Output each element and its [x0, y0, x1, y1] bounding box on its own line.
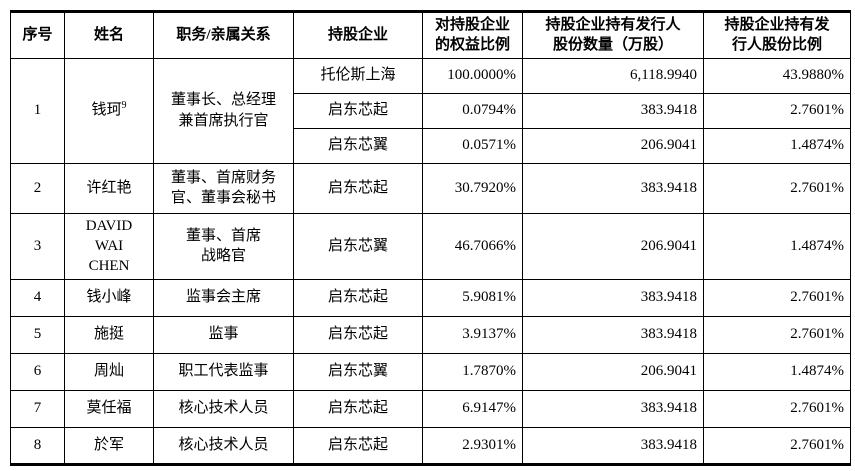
- header-serial: 序号: [10, 11, 65, 59]
- cell-enterprise: 启东芯起: [293, 162, 423, 214]
- cell-name: 许红艳: [64, 162, 154, 214]
- cell-serial: 5: [10, 315, 65, 354]
- cell-serial: 1: [10, 57, 65, 164]
- shareholding-table: 序号 姓名 职务/亲属关系 持股企业 对持股企业 的权益比例 持股企业持有发行人…: [10, 10, 851, 466]
- header-enterprise: 持股企业: [293, 11, 423, 59]
- table-row: 启东芯起 0.0794% 383.9418 2.7601%: [11, 92, 851, 129]
- cell-name: 施挺: [64, 315, 154, 354]
- cell-enterprise: 启东芯起: [293, 315, 423, 354]
- cell-enterprise: 托伦斯上海: [293, 57, 423, 94]
- cell-position: 董事、首席财务 官、董事会秘书: [153, 162, 294, 214]
- cell-position: 监事会主席: [153, 278, 294, 317]
- table-row: 5 施挺 监事 启东芯起 3.9137% 383.9418 2.7601%: [10, 315, 851, 354]
- table-row: 4 钱小峰 监事会主席 启东芯起 5.9081% 383.9418 2.7601…: [10, 278, 851, 317]
- cell-equity-ratio: 2.9301%: [422, 426, 523, 465]
- header-share-count: 持股企业持有发行人 股份数量（万股）: [522, 11, 704, 59]
- cell-name: 於军: [64, 426, 154, 465]
- cell-equity-ratio: 46.7066%: [422, 212, 523, 280]
- cell-position: 核心技术人员: [153, 426, 294, 465]
- cell-position: 核心技术人员: [153, 389, 294, 428]
- cell-position: 董事长、总经理 兼首席执行官: [153, 57, 294, 164]
- cell-share-ratio: 2.7601%: [703, 278, 851, 317]
- cell-share-count: 383.9418: [522, 426, 704, 465]
- cell-share-ratio: 1.4874%: [703, 127, 851, 164]
- cell-enterprise: 启东芯翼: [293, 212, 423, 280]
- cell-share-count: 6,118.9940: [522, 57, 704, 94]
- cell-share-count: 383.9418: [522, 315, 704, 354]
- cell-name: 钱珂9: [64, 57, 154, 164]
- footnote-marker: 9: [121, 100, 127, 112]
- person-name: 钱珂: [91, 102, 122, 119]
- cell-equity-ratio: 5.9081%: [422, 278, 523, 317]
- cell-serial: 6: [10, 352, 65, 391]
- table-row: 8 於军 核心技术人员 启东芯起 2.9301% 383.9418 2.7601…: [10, 426, 851, 465]
- header-position: 职务/亲属关系: [153, 11, 294, 59]
- cell-share-ratio: 2.7601%: [703, 315, 851, 354]
- cell-share-ratio: 2.7601%: [703, 426, 851, 465]
- cell-enterprise: 启东芯起: [293, 92, 423, 129]
- table-row: 7 莫任福 核心技术人员 启东芯起 6.9147% 383.9418 2.760…: [10, 389, 851, 428]
- cell-position: 董事、首席 战略官: [153, 212, 294, 280]
- table-row: 6 周灿 职工代表监事 启东芯翼 1.7870% 206.9041 1.4874…: [10, 352, 851, 391]
- header-equity-ratio: 对持股企业 的权益比例: [422, 11, 523, 59]
- cell-share-ratio: 1.4874%: [703, 212, 851, 280]
- table-row: 3 DAVID WAI CHEN 董事、首席 战略官 启东芯翼 46.7066%…: [10, 212, 851, 280]
- cell-enterprise: 启东芯翼: [293, 352, 423, 391]
- cell-share-ratio: 43.9880%: [703, 57, 851, 94]
- cell-share-count: 383.9418: [522, 278, 704, 317]
- cell-name: 莫任福: [64, 389, 154, 428]
- cell-share-count: 383.9418: [522, 92, 704, 129]
- cell-share-ratio: 2.7601%: [703, 389, 851, 428]
- cell-position: 职工代表监事: [153, 352, 294, 391]
- table-row: 1 钱珂9 董事长、总经理 兼首席执行官 托伦斯上海 100.0000% 6,1…: [10, 57, 851, 164]
- cell-serial: 3: [10, 212, 65, 280]
- cell-equity-ratio: 100.0000%: [422, 57, 523, 94]
- cell-share-count: 206.9041: [522, 212, 704, 280]
- cell-share-ratio: 1.4874%: [703, 352, 851, 391]
- cell-share-count: 206.9041: [522, 352, 704, 391]
- table-header-row: 序号 姓名 职务/亲属关系 持股企业 对持股企业 的权益比例 持股企业持有发行人…: [10, 11, 851, 59]
- cell-position: 监事: [153, 315, 294, 354]
- cell-enterprise: 启东芯起: [293, 278, 423, 317]
- cell-name: DAVID WAI CHEN: [64, 212, 154, 280]
- cell-equity-ratio: 1.7870%: [422, 352, 523, 391]
- cell-equity-ratio: 3.9137%: [422, 315, 523, 354]
- table-row: 2 许红艳 董事、首席财务 官、董事会秘书 启东芯起 30.7920% 383.…: [10, 162, 851, 214]
- cell-enterprise: 启东芯起: [293, 426, 423, 465]
- cell-equity-ratio: 30.7920%: [422, 162, 523, 214]
- cell-serial: 8: [10, 426, 65, 465]
- cell-enterprise: 启东芯起: [293, 389, 423, 428]
- table-row: 启东芯翼 0.0571% 206.9041 1.4874%: [11, 127, 851, 164]
- cell-equity-ratio: 0.0571%: [422, 127, 523, 164]
- cell-serial: 2: [10, 162, 65, 214]
- cell-serial: 7: [10, 389, 65, 428]
- cell-share-count: 383.9418: [522, 162, 704, 214]
- cell-equity-ratio: 0.0794%: [422, 92, 523, 129]
- header-share-ratio: 持股企业持有发 行人股份比例: [703, 11, 851, 59]
- cell-enterprise: 启东芯翼: [293, 127, 423, 164]
- cell-name: 钱小峰: [64, 278, 154, 317]
- cell-share-ratio: 2.7601%: [703, 92, 851, 129]
- cell-name: 周灿: [64, 352, 154, 391]
- cell-share-ratio: 2.7601%: [703, 162, 851, 214]
- cell-share-count: 383.9418: [522, 389, 704, 428]
- cell-equity-ratio: 6.9147%: [422, 389, 523, 428]
- cell-share-count: 206.9041: [522, 127, 704, 164]
- cell-serial: 4: [10, 278, 65, 317]
- header-name: 姓名: [64, 11, 154, 59]
